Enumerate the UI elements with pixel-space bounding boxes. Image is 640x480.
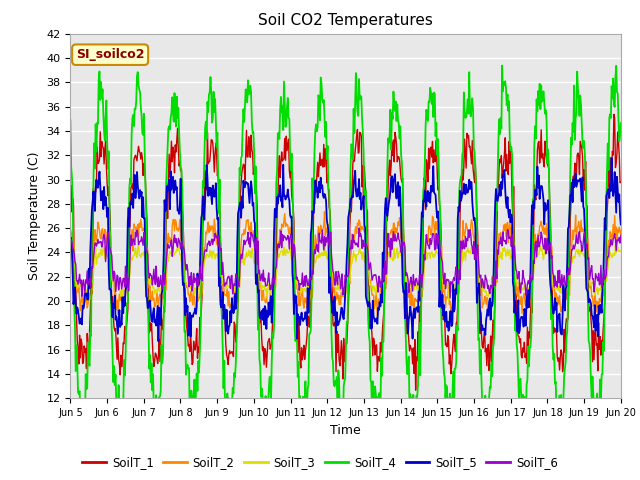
SoilT_3 [445, 298, 452, 303]
SoilT_4 [67, 118, 74, 123]
SoilT_6 [446, 295, 454, 301]
Line: SoilT_2: SoilT_2 [70, 212, 621, 317]
SoilT_6 [77, 280, 84, 286]
SoilT_6 [189, 282, 196, 288]
SoilT_3 [67, 244, 74, 250]
SoilT_6 [429, 231, 437, 237]
SoilT_5 [429, 163, 437, 169]
SoilT_6 [67, 235, 74, 241]
SoilT_4 [591, 448, 598, 454]
SoilT_1 [412, 387, 419, 393]
SoilT_4 [499, 63, 506, 69]
SoilT_1 [67, 192, 74, 197]
SoilT_5 [77, 320, 84, 326]
SoilT_4 [133, 73, 141, 79]
Line: SoilT_3: SoilT_3 [70, 244, 621, 300]
SoilT_1 [77, 355, 84, 360]
SoilT_1 [429, 160, 437, 166]
SoilT_2 [430, 223, 438, 228]
SoilT_4 [77, 405, 84, 410]
SoilT_4 [413, 393, 420, 399]
SoilT_5 [133, 169, 141, 175]
SoilT_3 [77, 281, 84, 287]
Y-axis label: Soil Temperature (C): Soil Temperature (C) [28, 152, 41, 280]
SoilT_6 [133, 228, 141, 233]
SoilT_1 [218, 290, 226, 296]
SoilT_3 [133, 254, 141, 260]
SoilT_5 [219, 289, 227, 295]
SoilT_2 [133, 225, 141, 230]
Line: SoilT_5: SoilT_5 [70, 158, 621, 341]
SoilT_6 [355, 225, 363, 231]
Legend: SoilT_1, SoilT_2, SoilT_3, SoilT_4, SoilT_5, SoilT_6: SoilT_1, SoilT_2, SoilT_3, SoilT_4, Soil… [77, 452, 563, 474]
SoilT_4 [189, 421, 196, 427]
SoilT_6 [617, 232, 625, 238]
Line: SoilT_4: SoilT_4 [70, 66, 621, 451]
Title: Soil CO2 Temperatures: Soil CO2 Temperatures [258, 13, 433, 28]
X-axis label: Time: Time [330, 424, 361, 437]
SoilT_5 [190, 311, 198, 316]
SoilT_5 [413, 305, 421, 311]
SoilT_4 [429, 91, 436, 96]
SoilT_3 [429, 254, 437, 260]
SoilT_2 [189, 302, 196, 308]
SoilT_5 [155, 338, 163, 344]
SoilT_5 [617, 222, 625, 228]
SoilT_2 [414, 300, 422, 305]
SoilT_3 [218, 274, 226, 280]
SoilT_1 [189, 360, 196, 366]
SoilT_2 [617, 231, 625, 237]
SoilT_1 [617, 179, 625, 185]
SoilT_5 [608, 155, 616, 161]
SoilT_6 [413, 280, 421, 286]
SoilT_6 [218, 272, 226, 277]
SoilT_4 [218, 316, 226, 322]
SoilT_2 [218, 283, 226, 288]
SoilT_3 [321, 241, 328, 247]
SoilT_2 [77, 308, 84, 313]
Text: SI_soilco2: SI_soilco2 [76, 48, 145, 61]
SoilT_1 [133, 158, 141, 164]
SoilT_3 [617, 248, 625, 254]
SoilT_1 [610, 111, 618, 117]
SoilT_2 [67, 223, 74, 229]
Line: SoilT_6: SoilT_6 [70, 228, 621, 298]
SoilT_5 [67, 237, 74, 242]
SoilT_2 [321, 209, 328, 215]
Line: SoilT_1: SoilT_1 [70, 114, 621, 390]
SoilT_2 [374, 314, 381, 320]
SoilT_4 [617, 120, 625, 126]
SoilT_1 [413, 358, 421, 364]
SoilT_3 [189, 284, 196, 289]
SoilT_3 [413, 287, 421, 293]
